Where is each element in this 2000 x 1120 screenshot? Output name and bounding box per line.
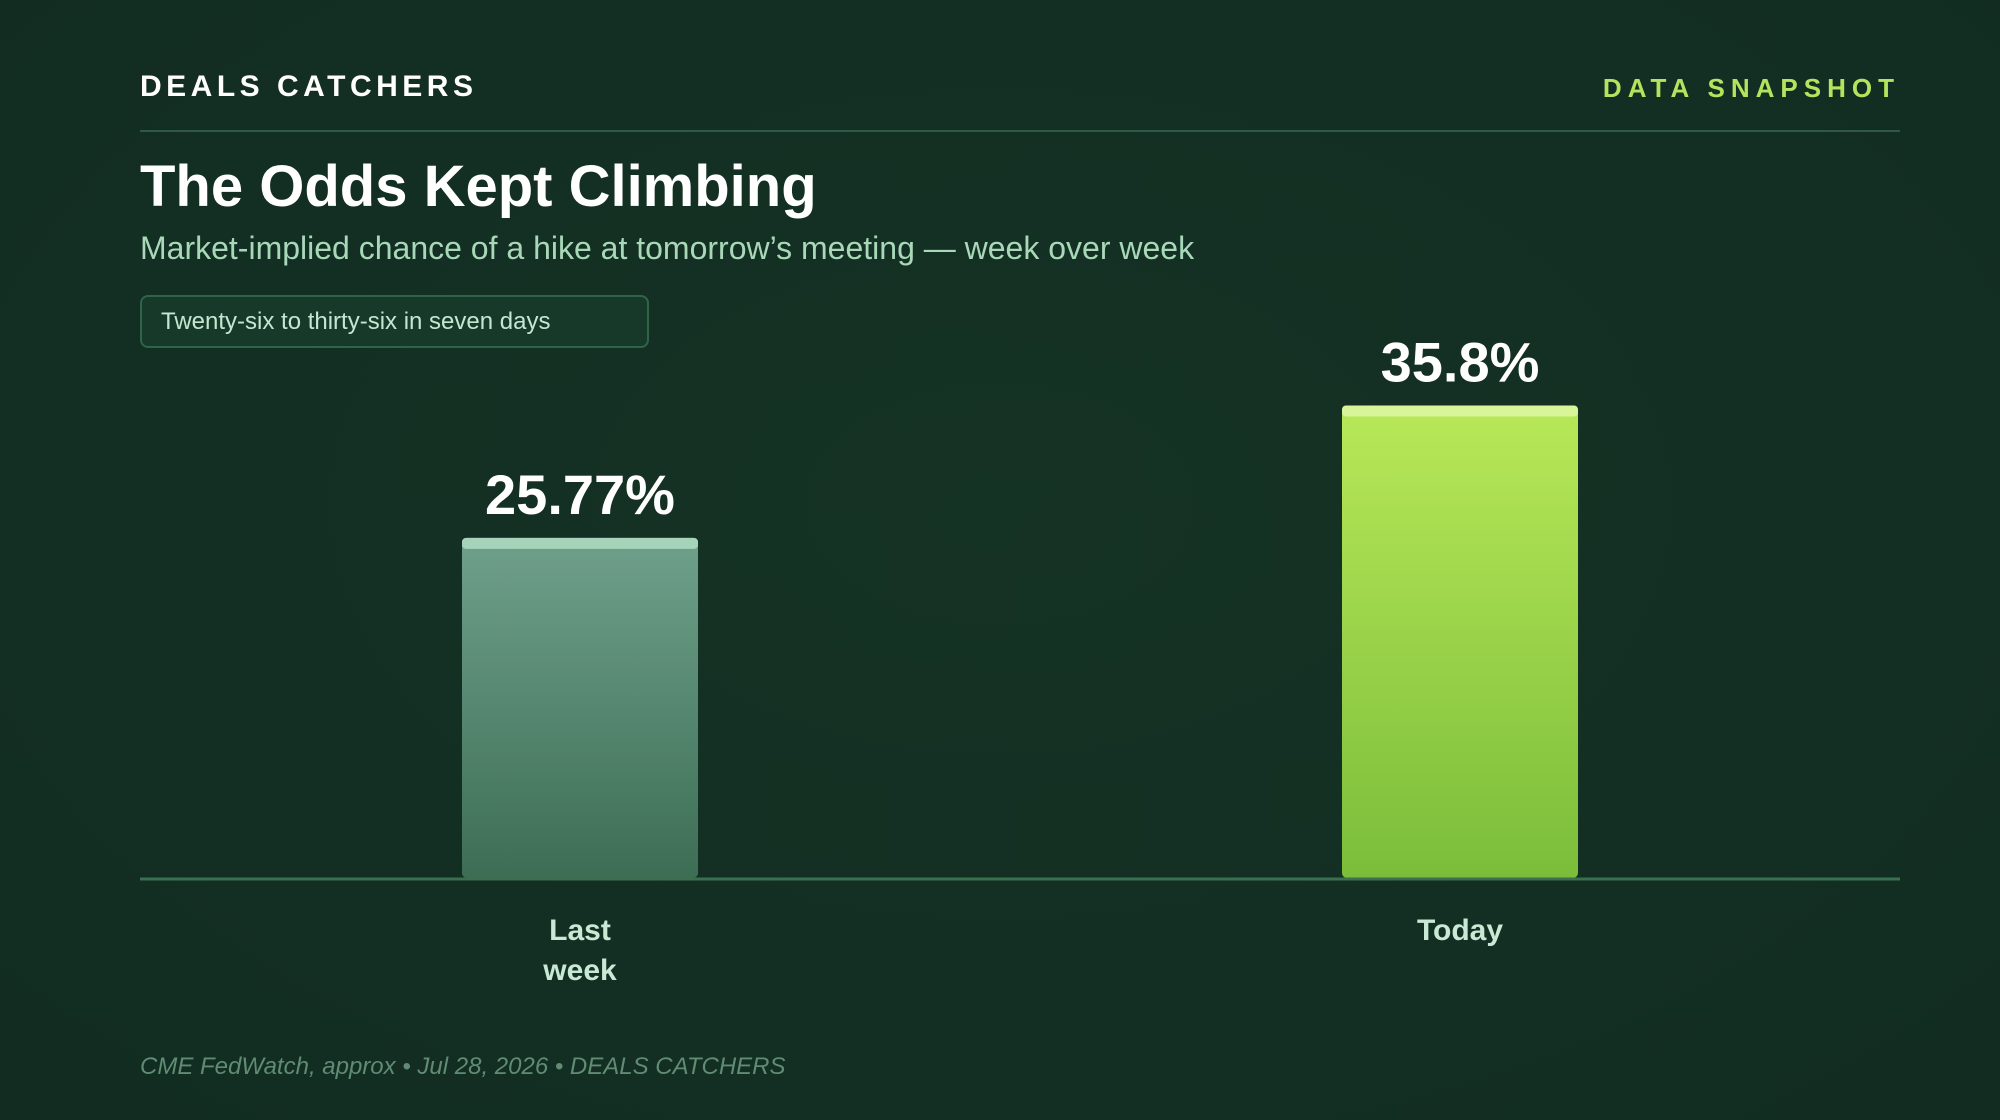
category-label: week xyxy=(542,954,617,987)
bar-cap xyxy=(1342,405,1578,416)
bar-last-week xyxy=(462,538,698,878)
bar-today xyxy=(1342,405,1578,878)
category-label: Last xyxy=(549,914,611,947)
value-label: 35.8% xyxy=(1381,330,1540,393)
value-label: 25.77% xyxy=(485,463,675,526)
bar-cap xyxy=(462,538,698,549)
source-footer: CME FedWatch, approx • Jul 28, 2026 • DE… xyxy=(140,1053,786,1081)
category-label: Today xyxy=(1417,914,1503,947)
